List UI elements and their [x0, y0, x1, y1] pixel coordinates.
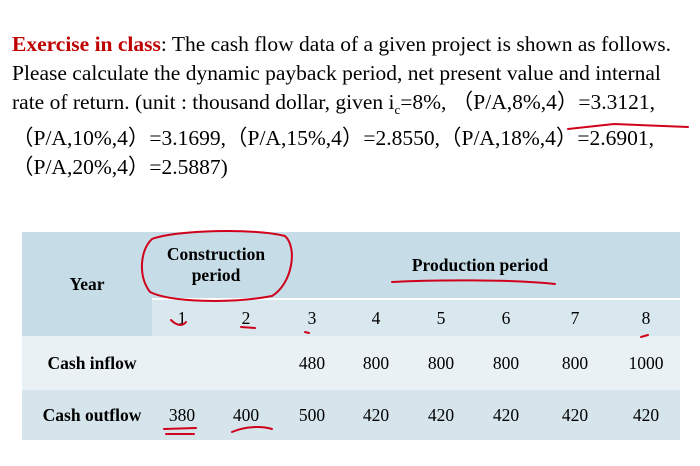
rate-subscript: c: [394, 102, 401, 117]
table-cell: 420: [612, 390, 680, 440]
year-header: Year: [22, 232, 152, 336]
year-cell: 1: [152, 298, 212, 336]
table-cell: 420: [538, 390, 612, 440]
year-number-row: 1 2 3 4 5 6 7 8: [22, 298, 680, 336]
table-cell: 420: [474, 390, 538, 440]
problem-text-continued: =8%, （P/A,8%,4）=3.3121,（P/A,10%,4）=3.169…: [12, 90, 656, 179]
problem-text: : The cash flow data of a given project …: [12, 32, 672, 114]
production-period-header: Production period: [280, 232, 680, 299]
table-cell: 380: [152, 390, 212, 440]
cash-flow-table: Year Construction period Production peri…: [22, 232, 680, 440]
year-cell: 5: [408, 298, 474, 336]
problem-statement: Exercise in class: The cash flow data of…: [12, 30, 692, 182]
table-header-row: Year Construction period Production peri…: [22, 232, 680, 336]
construction-period-header: Construction period: [152, 232, 280, 299]
table-cell: 500: [280, 390, 344, 440]
year-cell: 3: [280, 298, 344, 336]
table-cell: 480: [280, 336, 344, 390]
table-cell: [152, 336, 212, 390]
table-row-cash-outflow: Cash outflow 380 400 500 420 420 420 420…: [22, 390, 680, 440]
table-cell: [212, 336, 280, 390]
year-cell: 2: [212, 298, 280, 336]
table-cell: 800: [408, 336, 474, 390]
table-row-cash-inflow: Cash inflow 480 800 800 800 800 1000: [22, 336, 680, 390]
table-cell: 800: [474, 336, 538, 390]
year-cell: 8: [612, 298, 680, 336]
table-cell: 800: [344, 336, 408, 390]
exercise-heading: Exercise in class: [12, 32, 161, 56]
year-cell: 7: [538, 298, 612, 336]
table-cell: 1000: [612, 336, 680, 390]
year-cell: 6: [474, 298, 538, 336]
table-cell: 800: [538, 336, 612, 390]
cash-inflow-label: Cash inflow: [22, 336, 152, 390]
cash-flow-table-container: Year Construction period Production peri…: [22, 232, 680, 440]
table-cell: 420: [408, 390, 474, 440]
cash-outflow-label: Cash outflow: [22, 390, 152, 440]
table-cell: 420: [344, 390, 408, 440]
year-cell: 4: [344, 298, 408, 336]
table-cell: 400: [212, 390, 280, 440]
